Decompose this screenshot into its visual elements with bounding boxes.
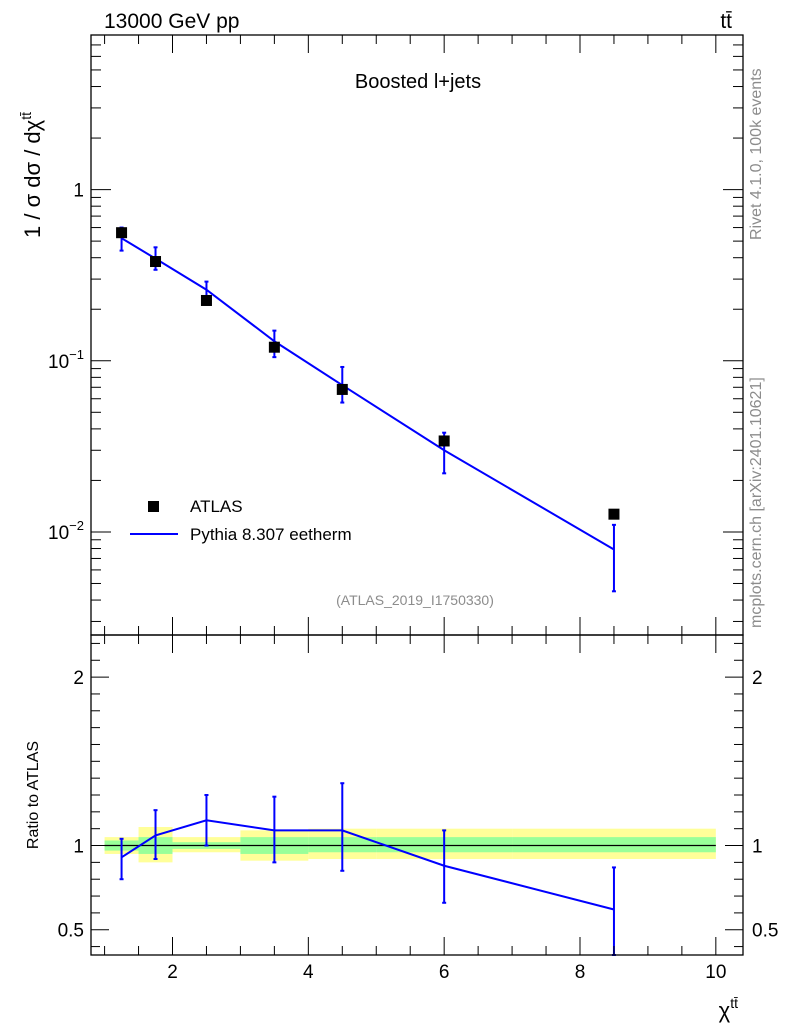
process-label: tt̄: [720, 10, 732, 33]
legend: ATLAS Pythia 8.307 eetherm: [130, 497, 352, 544]
ratio-y-tick-label-right: 2: [752, 668, 763, 689]
ratio-plot-panel: 2 4 6 8 10 0.5 0.5 1 1 2 2 Ratio to ATLAS χtt̄: [25, 634, 778, 1023]
atlas-data-point: [200, 294, 212, 306]
main-plot-marks: [116, 226, 620, 593]
ratio-plot-marks: [104, 782, 716, 956]
atlas-data-point: [150, 256, 162, 268]
rivet-version-label: Rivet 4.1.0, 100k events: [748, 68, 765, 240]
main-plot-frame: [90, 34, 744, 636]
ratio-y-tick-label-left: 2: [73, 668, 84, 689]
ratio-x-tick-label: 6: [439, 962, 450, 983]
plot-title: Boosted l+jets: [355, 71, 481, 93]
main-y-tick-label: 10−2: [48, 518, 84, 544]
beam-label: 13000 GeV pp: [104, 10, 239, 33]
ratio-y-tick-label-left: 0.5: [58, 921, 84, 942]
ratio-y-tick-label-right: 1: [752, 837, 763, 858]
legend-atlas-marker: [148, 501, 159, 512]
main-y-axis-label: 1 / σ dσ / dχtt̄: [18, 112, 45, 238]
x-axis-label: χtt̄: [719, 995, 738, 1023]
atlas-data-point: [608, 508, 620, 520]
ratio-x-tick-label: 10: [705, 962, 726, 983]
main-plot-ticks: 1 10−1 10−2: [48, 34, 743, 635]
main-plot-panel: 1 10−1 10−2 Boosted l+jets (ATLAS_2019_I17…: [18, 34, 744, 636]
ratio-y-axis-label: Ratio to ATLAS: [25, 741, 42, 849]
ratio-plot-ticks: 2 4 6 8 10 0.5 0.5 1 1 2 2: [58, 635, 778, 983]
ratio-y-tick-label-left: 1: [73, 837, 84, 858]
main-y-tick-label: 10−1: [48, 347, 84, 373]
ratio-x-tick-label: 4: [303, 962, 314, 983]
atlas-data-point: [116, 227, 128, 239]
legend-pythia-label: Pythia 8.307 eetherm: [190, 525, 352, 544]
ratio-x-tick-label: 2: [167, 962, 178, 983]
ratio-plot-frame: [90, 634, 744, 956]
main-y-tick-label: 1: [73, 181, 84, 202]
ratio-x-tick-label: 8: [575, 962, 586, 983]
ratio-stat-uncertainty-band: [512, 837, 716, 853]
atlas-data-point: [336, 383, 348, 395]
atlas-data-point: [438, 435, 450, 447]
atlas-data-point: [268, 341, 280, 353]
analysis-id-label: (ATLAS_2019_I1750330): [336, 592, 494, 608]
mcplots-label: mcplots.cern.ch [arXiv:2401.10621]: [748, 377, 765, 628]
legend-atlas-label: ATLAS: [190, 497, 243, 516]
ratio-y-tick-label-right: 0.5: [752, 921, 778, 942]
